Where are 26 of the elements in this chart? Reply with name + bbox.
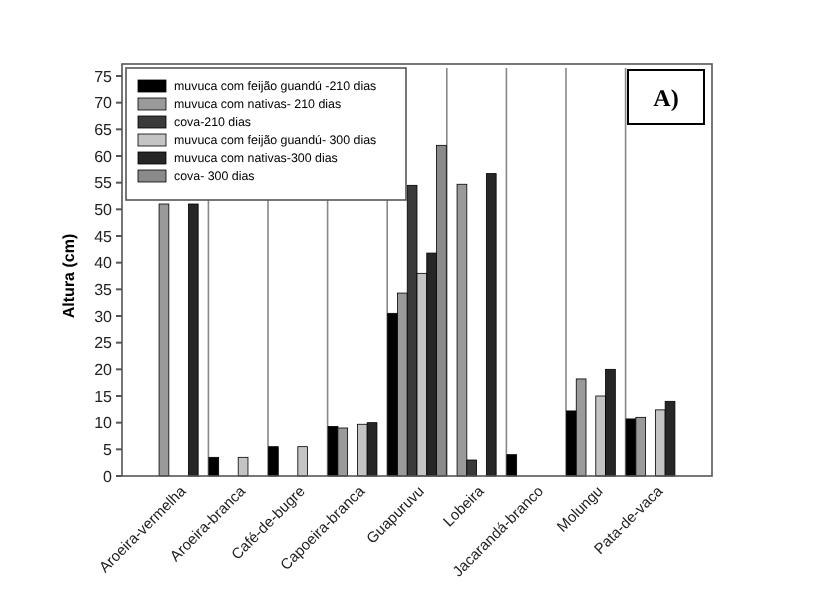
y-tick-label: 65 [94,120,114,139]
y-tick-label: 55 [94,174,114,193]
y-tick-label: 20 [94,360,114,379]
y-tick-label: 60 [94,147,114,166]
y-tick-label: 10 [94,414,114,433]
bar [297,446,308,477]
bar [187,203,199,477]
y-tick-label: 70 [94,94,114,113]
y-tick-label: 25 [94,334,114,353]
bar [268,446,279,477]
y-tick-label: 45 [94,227,114,246]
y-axis-title: Altura (cm) [60,233,78,319]
y-tick-label: 0 [103,467,114,486]
y-tick-label: 40 [94,254,114,273]
annotation: A) [653,84,679,113]
y-tick-label: 5 [103,440,114,459]
y-tick-label: 75 [94,67,114,86]
y-tick-label: 30 [94,307,114,326]
y-tick-label: 50 [94,200,114,219]
y-tick-label: 15 [94,387,114,406]
y-tick-label: 35 [94,280,114,299]
bar [208,456,220,477]
bar [158,203,170,477]
bar [506,454,518,477]
bar [237,456,249,477]
bar [485,173,497,477]
